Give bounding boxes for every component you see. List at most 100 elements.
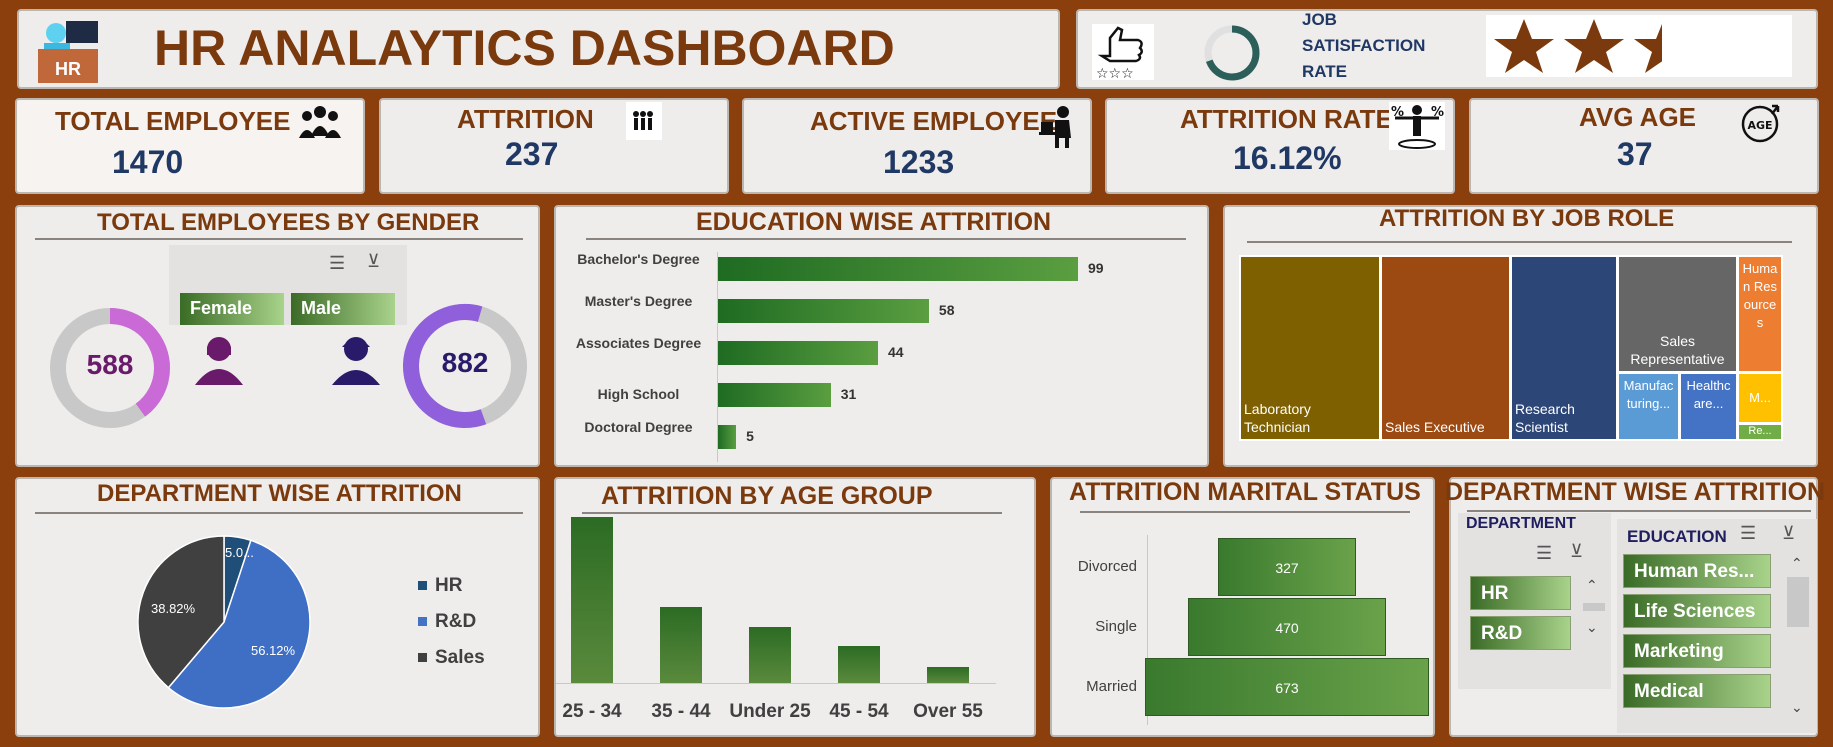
education-bar-value: 31 bbox=[840, 386, 857, 402]
clear-filter-icon[interactable]: ⊻ bbox=[367, 251, 381, 271]
kpi-value: 16.12% bbox=[1233, 140, 1342, 176]
svg-text:%: % bbox=[1391, 105, 1404, 120]
kpi-avg-age: AVG AGE AGE 37 bbox=[1469, 98, 1819, 194]
department-title: DEPARTMENT WISE ATTRITION bbox=[97, 480, 462, 507]
kpi-label: AVG AGE bbox=[1579, 102, 1697, 132]
marital-bar[interactable]: 470 bbox=[1187, 598, 1387, 656]
kpi-active-employee: ACTIVE EMPLOYEE 1233 bbox=[742, 98, 1092, 194]
pie-slice-sales[interactable] bbox=[137, 535, 225, 689]
treemap-cell[interactable]: Re... bbox=[1739, 425, 1781, 439]
legend-text: HR bbox=[435, 575, 463, 596]
marital-bar[interactable]: 327 bbox=[1218, 538, 1356, 596]
legend-swatch bbox=[418, 653, 427, 663]
kpi-value: 1470 bbox=[112, 144, 184, 180]
education-bar-label: Associates Degree bbox=[575, 335, 702, 351]
clear-filter-icon[interactable]: ⊻ bbox=[1570, 541, 1584, 561]
age-group-bar[interactable] bbox=[838, 645, 880, 683]
education-bar-label: Master's Degree bbox=[584, 293, 693, 309]
age-group-bar[interactable] bbox=[749, 626, 791, 683]
slicer-item-rd[interactable]: R&D bbox=[1470, 616, 1571, 650]
female-count: 588 bbox=[86, 349, 134, 380]
treemap-cell[interactable]: Sales Representative bbox=[1619, 257, 1736, 371]
treemap-cell[interactable]: Sales Executive bbox=[1382, 257, 1509, 439]
legend-text: R&D bbox=[435, 611, 477, 632]
legend-rd: R&D bbox=[418, 611, 476, 633]
age-group-bar[interactable] bbox=[571, 517, 613, 683]
age-group-label: Under 25 bbox=[729, 701, 811, 722]
male-icon bbox=[326, 333, 386, 390]
scroll-up-icon[interactable]: ⌃ bbox=[1791, 555, 1803, 571]
title-underline bbox=[35, 238, 523, 240]
slicer-title: DEPARTMENT WISE ATTRITION bbox=[1445, 478, 1826, 506]
percent-balance-icon: %% bbox=[1389, 102, 1445, 150]
title-underline bbox=[1467, 510, 1811, 512]
female-donut: 588 bbox=[47, 305, 173, 431]
treemap-cell[interactable]: Laboratory Technician bbox=[1241, 257, 1379, 439]
slicer-item-human-resources[interactable]: Human Res... bbox=[1623, 554, 1771, 588]
age-group-label: Over 55 bbox=[913, 701, 983, 722]
slicer-item-medical[interactable]: Medical bbox=[1623, 674, 1771, 708]
treemap-cell[interactable]: Healthcare... bbox=[1681, 374, 1736, 439]
multi-select-icon[interactable]: ☰ bbox=[329, 253, 346, 273]
education-bar[interactable] bbox=[718, 299, 929, 323]
kpi-attrition: ATTRITION 237 bbox=[379, 98, 729, 194]
thumbs-up-rating-icon: ☆☆☆ bbox=[1092, 24, 1154, 82]
gender-title: TOTAL EMPLOYEES BY GENDER bbox=[97, 209, 480, 236]
age-group-bar[interactable] bbox=[660, 607, 702, 683]
gender-panel: TOTAL EMPLOYEES BY GENDER ☰ ⊻ Female Mal… bbox=[15, 205, 540, 467]
age-arrow-icon: AGE bbox=[1738, 102, 1784, 149]
education-bar[interactable] bbox=[718, 341, 878, 365]
marital-bar[interactable]: 673 bbox=[1145, 658, 1429, 716]
satisfaction-label: JOB SATISFACTION RATE bbox=[1302, 7, 1425, 85]
legend-text: Sales bbox=[435, 647, 485, 668]
treemap-cell[interactable]: Human Resources bbox=[1739, 257, 1781, 371]
age-group-bar[interactable] bbox=[927, 666, 969, 683]
treemap-cell[interactable]: M... bbox=[1739, 374, 1781, 422]
age-group-label: 45 - 54 bbox=[829, 701, 889, 722]
multi-select-icon[interactable]: ☰ bbox=[1740, 523, 1757, 543]
kpi-label: ATTRITION RATE bbox=[1180, 104, 1393, 134]
scroll-down-icon[interactable]: ⌄ bbox=[1586, 619, 1598, 635]
dashboard-title: HR ANALAYTICS DASHBOARD bbox=[154, 20, 895, 76]
treemap-cell[interactable]: Research Scientist bbox=[1512, 257, 1616, 439]
people-leaving-icon bbox=[626, 102, 662, 140]
slicer-item-male[interactable]: Male bbox=[291, 293, 395, 325]
clear-filter-icon[interactable]: ⊻ bbox=[1782, 523, 1796, 543]
star-icon bbox=[1564, 19, 1624, 73]
pie-label-hr: 5.0... bbox=[225, 545, 254, 560]
svg-text:☆☆☆: ☆☆☆ bbox=[1096, 66, 1134, 80]
education-bar[interactable] bbox=[718, 383, 831, 407]
multi-select-icon[interactable]: ☰ bbox=[1536, 543, 1553, 563]
age-group-title: ATTRITION BY AGE GROUP bbox=[601, 482, 933, 510]
person-at-desk-icon bbox=[1035, 104, 1083, 153]
pie-label-rd: 56.12% bbox=[251, 643, 296, 658]
education-bar[interactable] bbox=[718, 425, 737, 449]
slicer-item-life-sciences[interactable]: Life Sciences bbox=[1623, 594, 1771, 628]
male-donut: 882 bbox=[400, 301, 530, 431]
education-bar-label: Doctoral Degree bbox=[584, 419, 693, 435]
kpi-attrition-rate: ATTRITION RATE %% 16.12% bbox=[1105, 98, 1455, 194]
hr-logo: HR bbox=[36, 17, 100, 85]
treemap-cell[interactable]: Manufacturing... bbox=[1619, 374, 1678, 439]
kpi-total-employee: TOTAL EMPLOYEE 1470 bbox=[15, 98, 365, 194]
scrollbar-thumb[interactable] bbox=[1583, 603, 1605, 611]
scroll-down-icon[interactable]: ⌄ bbox=[1791, 699, 1803, 715]
star-rating bbox=[1486, 15, 1792, 77]
pie-slice-rd[interactable] bbox=[167, 539, 311, 709]
education-bar-value: 58 bbox=[938, 302, 955, 318]
marital-title: ATTRITION MARITAL STATUS bbox=[1069, 478, 1421, 506]
title-underline bbox=[1080, 511, 1410, 513]
male-count: 882 bbox=[441, 347, 489, 378]
slicer-item-hr[interactable]: HR bbox=[1470, 576, 1571, 610]
education-bar[interactable] bbox=[718, 257, 1078, 281]
kpi-value: 237 bbox=[505, 136, 559, 172]
slicer-item-marketing[interactable]: Marketing bbox=[1623, 634, 1771, 668]
slicer-item-female[interactable]: Female bbox=[180, 293, 284, 325]
star-icon bbox=[1494, 19, 1554, 73]
kpi-value: 1233 bbox=[883, 144, 955, 180]
scrollbar-thumb[interactable] bbox=[1787, 577, 1809, 627]
header-title-panel: HR HR ANALAYTICS DASHBOARD bbox=[17, 9, 1060, 89]
slicer-panel: DEPARTMENT WISE ATTRITION DEPARTMENT ☰ ⊻… bbox=[1445, 477, 1825, 737]
title-underline bbox=[582, 512, 1002, 514]
scroll-up-icon[interactable]: ⌃ bbox=[1586, 577, 1598, 593]
